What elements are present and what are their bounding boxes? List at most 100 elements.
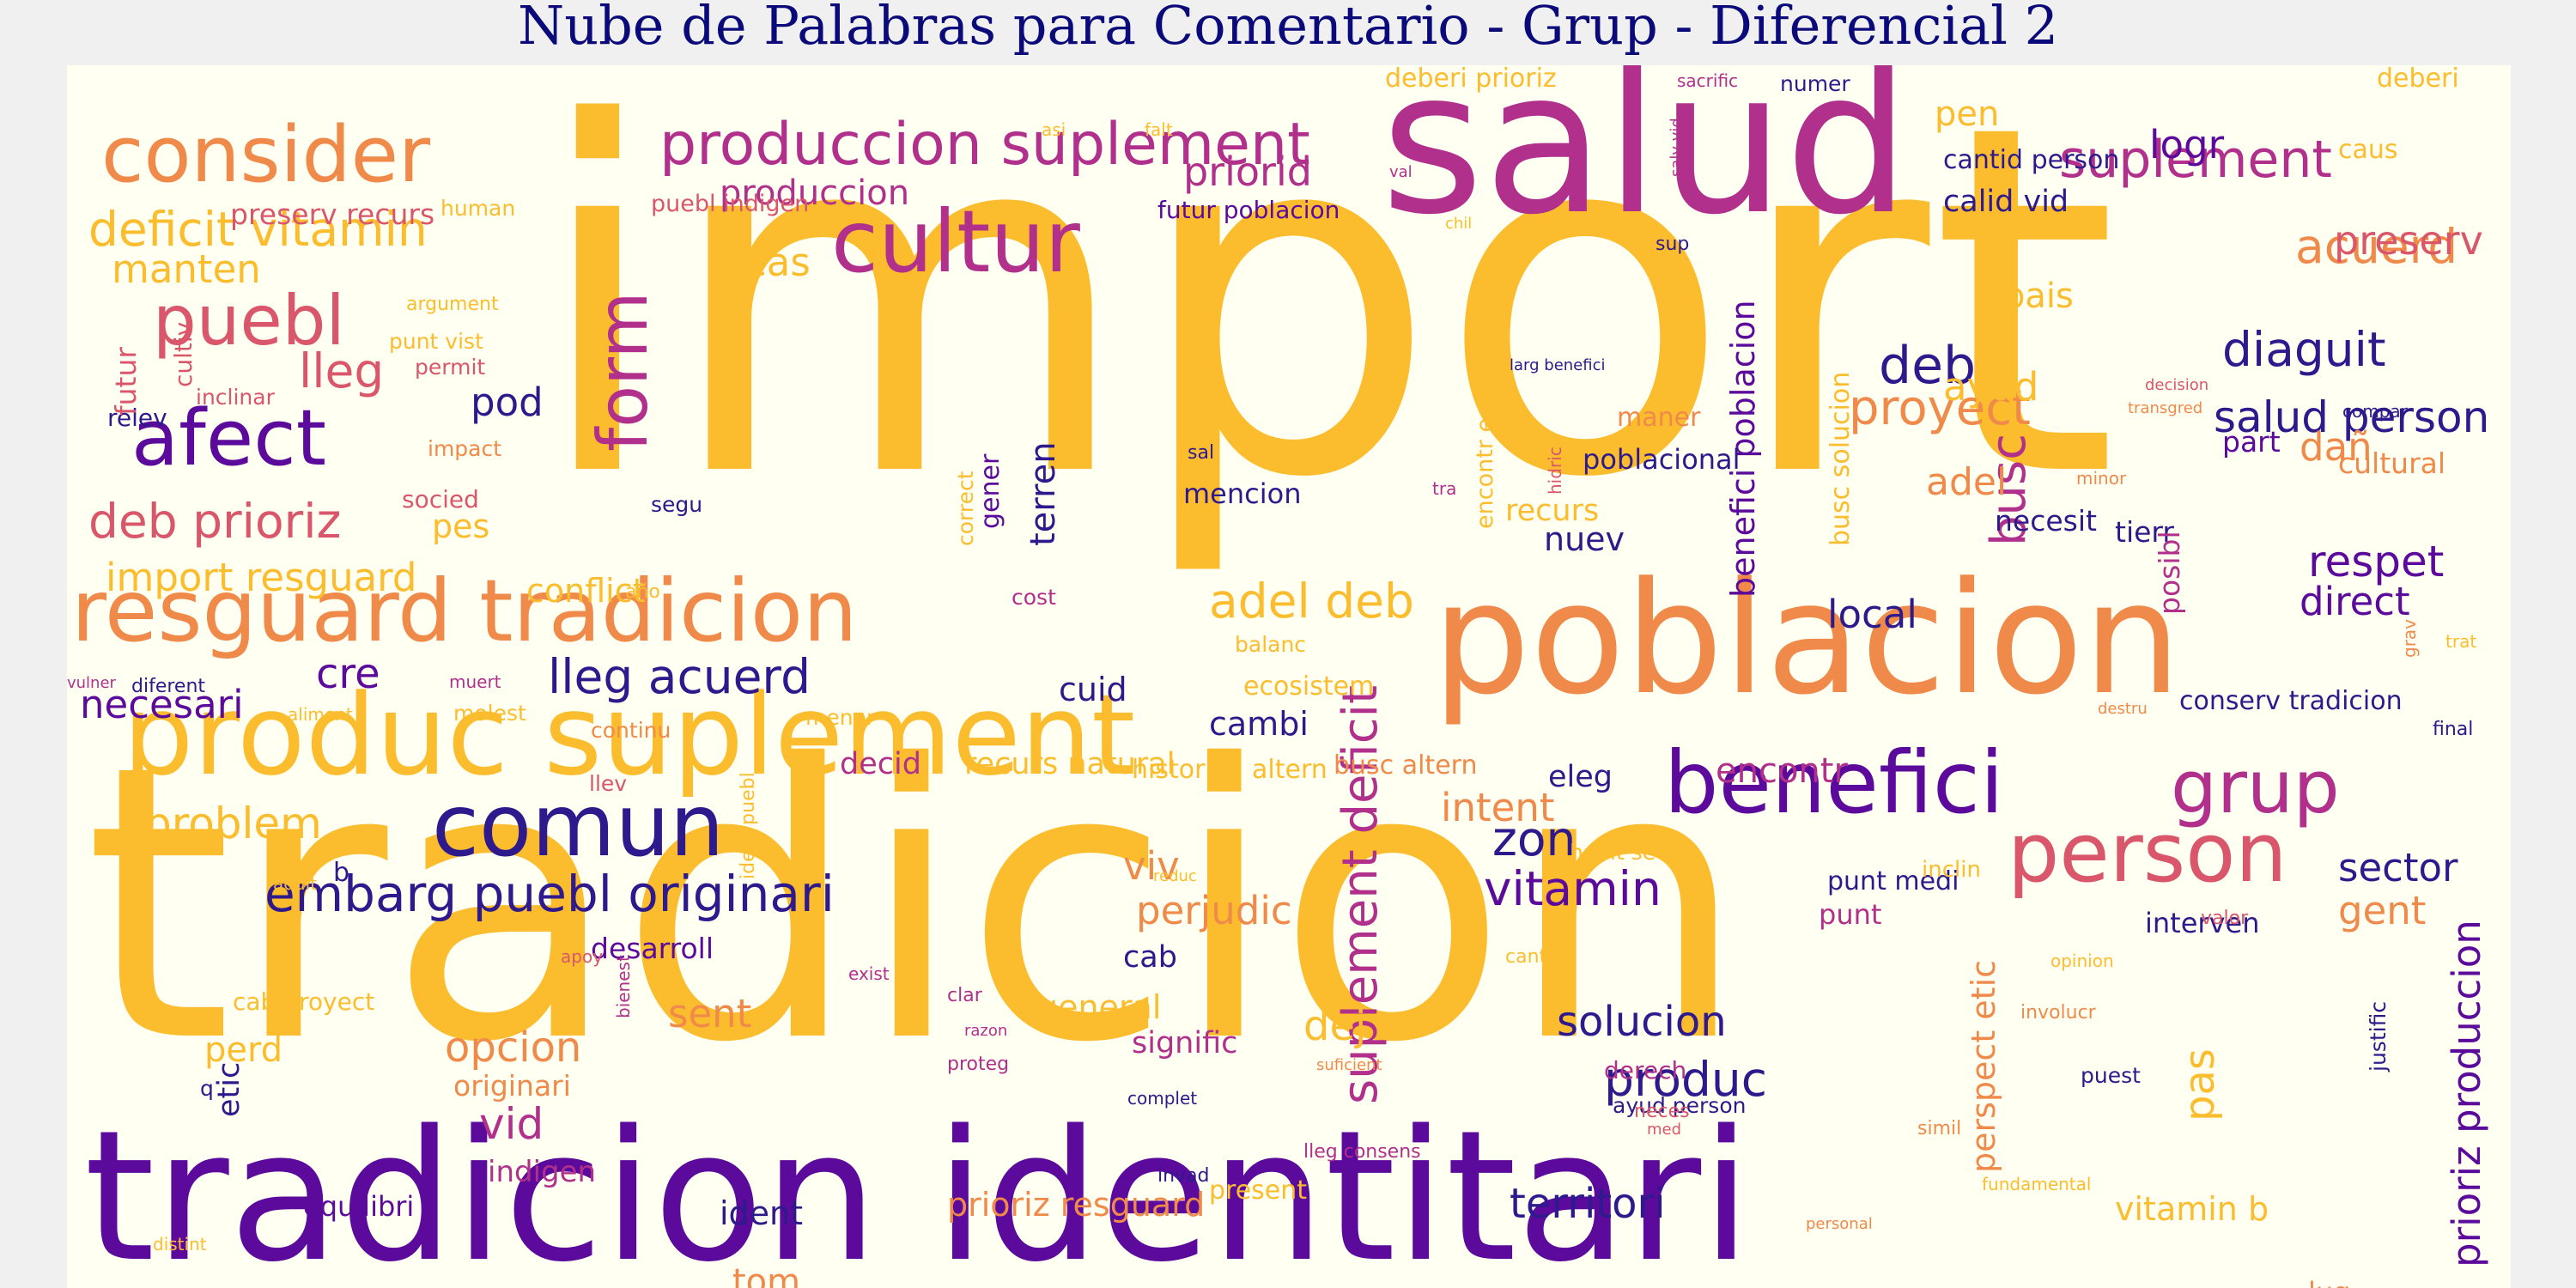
cloud-word: calid vid <box>1943 185 2069 219</box>
cloud-word: produccion <box>720 173 909 213</box>
cloud-word: vitamin b <box>2115 1190 2269 1228</box>
cloud-word: simil <box>1917 1118 1961 1139</box>
cloud-word: encontr <box>1716 751 1848 791</box>
cloud-word: gener <box>975 453 1005 529</box>
cloud-word: larg benefici <box>1510 356 1605 374</box>
cloud-word: consider <box>101 110 430 200</box>
cloud-word: neces <box>1634 1101 1690 1122</box>
cloud-word: asi <box>1042 119 1066 140</box>
cloud-word: necesit <box>1995 504 2097 538</box>
cloud-word: sup <box>1656 234 1689 255</box>
cloud-word: altern <box>1252 755 1327 785</box>
cloud-word: etic <box>212 1062 246 1117</box>
cloud-word: proyect <box>1849 380 2031 436</box>
cloud-word: human <box>440 196 515 221</box>
cloud-word: cost <box>1012 585 1056 610</box>
cloud-word: pais <box>2003 276 2074 316</box>
cloud-word: pes <box>432 507 489 545</box>
cloud-word: ecosistem <box>1243 671 1374 702</box>
cloud-word: lleg consens <box>1303 1141 1421 1163</box>
cloud-word: perspect etic <box>1965 960 2002 1173</box>
cloud-word: futur <box>109 347 143 416</box>
cloud-word: deb <box>1879 336 1976 396</box>
cloud-word: sacrific <box>1677 70 1738 91</box>
cloud-word: futur poblacion <box>1157 196 1340 224</box>
cloud-word: salud <box>1381 65 1910 258</box>
cloud-word: tradicion identitari <box>84 1091 1751 1288</box>
cloud-word: deberi prioriz <box>1385 65 1557 94</box>
cloud-word: impact <box>428 436 501 461</box>
cloud-word: cultiv <box>169 322 197 387</box>
cloud-word: cultural <box>2338 447 2445 480</box>
cloud-word: cab proyect <box>233 987 374 1016</box>
cloud-word: pod <box>471 380 544 425</box>
cloud-word: general <box>1037 988 1161 1026</box>
cloud-word: molest <box>453 701 526 726</box>
cloud-word: bienest <box>613 955 634 1018</box>
cloud-word: caus <box>2338 135 2398 165</box>
cloud-word: preserv recurs <box>230 197 434 231</box>
cloud-word: preserv <box>2334 217 2483 264</box>
cloud-word: terren <box>1024 441 1063 546</box>
cloud-word: valor <box>2201 908 2249 929</box>
cloud-word: originari <box>453 1069 571 1103</box>
cloud-word: puebl indigen <box>651 191 809 217</box>
cloud-word: destru <box>2098 700 2148 718</box>
cloud-word: puest <box>2081 1063 2141 1088</box>
cloud-word: import <box>531 65 2118 583</box>
cloud-word: territori <box>1510 1180 1666 1228</box>
cloud-word: razon <box>964 1022 1007 1040</box>
cloud-word: sal <box>1188 442 1214 464</box>
cloud-word: present <box>1209 1176 1307 1206</box>
cloud-word: prioriz produccion <box>2444 920 2489 1267</box>
cloud-word: aliment <box>288 704 353 725</box>
cloud-word: mencion <box>1183 477 1301 510</box>
cloud-word: final <box>2433 719 2473 740</box>
cloud-word: zon <box>1492 811 1576 866</box>
cloud-word: indigen <box>488 1155 596 1189</box>
cloud-word: proteg <box>947 1054 1009 1075</box>
cloud-word: direct <box>2300 579 2410 624</box>
cloud-word: punt vist <box>389 329 483 354</box>
cloud-word: pas <box>2176 1048 2224 1121</box>
cloud-word: llev <box>589 771 627 796</box>
cloud-word: trat <box>2445 631 2476 652</box>
cloud-word: benefici poblacion <box>1724 300 1762 598</box>
cloud-word: argument <box>406 294 499 315</box>
cloud-word: ayud person <box>1613 1093 1746 1118</box>
cloud-word: import resguard <box>106 555 416 600</box>
cloud-word: resguard tradicion <box>71 561 857 661</box>
page-title: Nube de Palabras para Comentario - Grup … <box>517 0 2059 57</box>
cloud-word: part <box>2222 425 2281 459</box>
cloud-word: lug <box>2308 1276 2350 1288</box>
cloud-word: fundamental <box>1982 1174 2091 1194</box>
cloud-word: manten <box>112 246 261 292</box>
cloud-word: relev <box>107 404 167 432</box>
cloud-word: decid <box>840 747 921 781</box>
cloud-word: cantid person <box>1943 145 2119 175</box>
cloud-word: muert <box>449 671 501 692</box>
cloud-word: priorid <box>1183 149 1312 195</box>
cloud-word: involucr <box>2020 1002 2097 1024</box>
cloud-word: exist <box>848 963 890 984</box>
cloud-word: suplement <box>2059 130 2332 190</box>
cloud-word: b <box>333 858 349 888</box>
cloud-word: cuid <box>1059 671 1127 708</box>
cloud-word: conserv tradicion <box>2179 686 2403 716</box>
cloud-word: cambi <box>1209 705 1309 743</box>
word-cloud-canvas: import tradicion salud poblacion tradicion i… <box>67 65 2489 1288</box>
cloud-word: acuerd <box>2295 219 2458 274</box>
cloud-word: segu <box>651 492 702 517</box>
cloud-word: minor <box>2076 468 2127 489</box>
cloud-word: produc <box>1604 1052 1767 1107</box>
cloud-word: local <box>1827 592 1917 637</box>
cloud-word: año <box>625 581 660 603</box>
cloud-word: embarg puebl originari <box>264 865 835 923</box>
cloud-word: posibl <box>2153 531 2186 615</box>
cloud-word: eleg <box>1548 760 1613 794</box>
cloud-word: menor <box>805 705 876 730</box>
cloud-word: personal <box>1806 1215 1873 1233</box>
cloud-word: lleg acuerd <box>548 649 811 704</box>
cloud-word: balanc <box>1235 632 1306 657</box>
cloud-word: encontr equilibri <box>1472 338 1498 529</box>
